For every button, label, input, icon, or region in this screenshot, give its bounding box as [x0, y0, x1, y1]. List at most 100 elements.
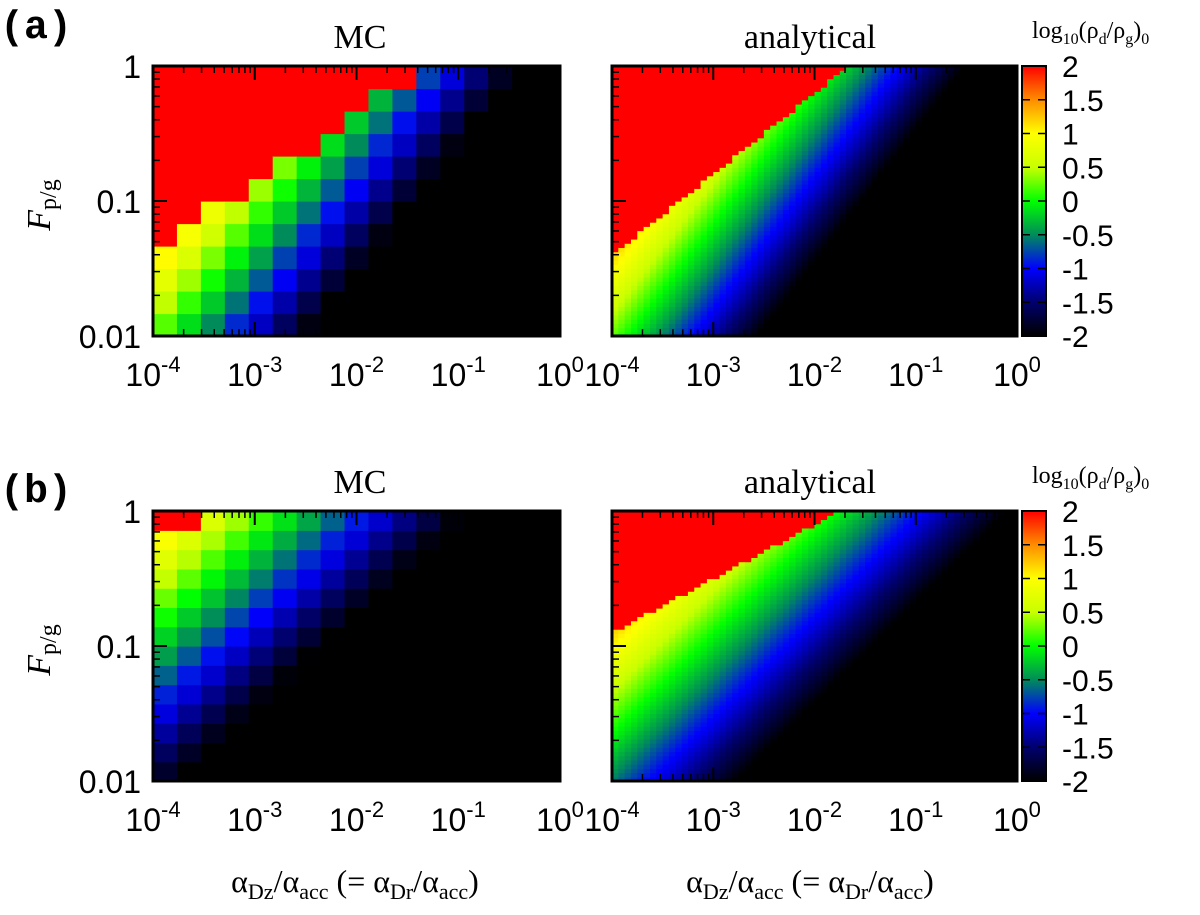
heatmap-cell: [770, 95, 778, 101]
heatmap-cell: [224, 568, 250, 589]
heatmap-cell: [896, 319, 904, 324]
heatmap-cell: [675, 331, 683, 337]
heatmap-cell: [966, 133, 974, 139]
heatmap-cell: [624, 91, 632, 97]
heatmap-cell: [719, 302, 727, 308]
heatmap-cell: [320, 291, 346, 315]
heatmap-cell: [839, 247, 847, 253]
heatmap-cell: [668, 158, 676, 164]
heatmap-cell: [858, 192, 866, 198]
heatmap-cell: [706, 154, 714, 160]
heatmap-cell: [827, 331, 835, 337]
heatmap-cell: [941, 319, 948, 324]
heatmap-cell: [700, 268, 708, 274]
heatmap-cell: [687, 230, 695, 236]
heatmap-cell: [960, 217, 967, 223]
heatmap-cell: [896, 298, 904, 303]
heatmap-cell: [871, 179, 879, 185]
heatmap-cell: [960, 95, 967, 101]
heatmap-cell: [700, 251, 708, 257]
heatmap-cell: [719, 234, 727, 240]
heatmap-cell: [694, 108, 702, 114]
heatmap-cell: [224, 156, 250, 180]
heatmap-cell: [732, 146, 740, 151]
heatmap-cell: [612, 586, 619, 592]
heatmap-cell: [839, 154, 847, 160]
heatmap-cell: [985, 255, 993, 261]
heatmap-cell: [536, 530, 561, 551]
heatmap-cell: [782, 327, 790, 333]
heatmap-cell: [953, 66, 961, 71]
heatmap-cell: [801, 129, 809, 135]
heatmap-cell: [681, 146, 689, 151]
heatmap-cell: [656, 99, 664, 105]
heatmap-cell: [972, 247, 980, 253]
heatmap-cell: [392, 156, 417, 180]
heatmap-cell: [960, 272, 967, 278]
heatmap-cell: [839, 243, 847, 249]
heatmap-cell: [732, 268, 740, 274]
heatmap-cell: [656, 243, 664, 249]
heatmap-cell: [630, 222, 638, 227]
heatmap-cell: [153, 684, 178, 705]
heatmap-cell: [630, 129, 638, 135]
heatmap-cell: [176, 549, 202, 570]
heatmap-cell: [991, 238, 999, 244]
heatmap-cell: [985, 137, 993, 143]
heatmap-cell: [713, 213, 721, 219]
heatmap-cell: [643, 188, 651, 194]
heatmap-cell: [941, 66, 948, 71]
heatmap-cell: [488, 665, 513, 686]
heatmap-cell: [713, 327, 721, 333]
heatmap-cell: [770, 310, 778, 316]
heatmap-cell: [795, 209, 803, 215]
heatmap-cell: [909, 78, 917, 84]
heatmap-cell: [536, 223, 561, 247]
heatmap-cell: [966, 201, 974, 206]
heatmap-cell: [928, 272, 936, 278]
heatmap-cell: [934, 310, 942, 316]
heatmap-cell: [744, 209, 752, 215]
heatmap-cell: [1004, 285, 1012, 291]
heatmap-cell: [744, 108, 752, 114]
heatmap-cell: [846, 226, 854, 232]
heatmap-cell: [801, 255, 809, 261]
heatmap-cell: [852, 327, 860, 333]
heatmap-cell: [681, 196, 689, 202]
heatmap-cell: [820, 87, 828, 92]
heatmap-cell: [934, 125, 942, 130]
heatmap-cell: [320, 223, 346, 247]
heatmap-cell: [643, 209, 651, 215]
heatmap-cell: [630, 268, 638, 274]
heatmap-cell: [934, 116, 942, 122]
heatmap-cell: [998, 158, 1005, 164]
heatmap-cell: [392, 761, 417, 782]
heatmap-cell: [795, 95, 803, 101]
heatmap-cell: [795, 150, 803, 156]
heatmap-cell: [808, 95, 816, 101]
heatmap-cell: [763, 302, 771, 308]
heatmap-cell: [488, 156, 513, 180]
heatmap-cell: [612, 158, 619, 164]
heatmap-cell: [928, 74, 936, 80]
heatmap-cell: [808, 150, 816, 156]
heatmap-cell: [998, 125, 1005, 130]
heatmap-cell: [738, 255, 746, 261]
heatmap-cell: [618, 217, 626, 223]
heatmap-cell: [612, 99, 619, 105]
heatmap-cell: [630, 141, 638, 147]
heatmap-cell: [985, 209, 993, 215]
heatmap-cell: [801, 175, 809, 181]
heatmap-cell: [820, 234, 828, 240]
heatmap-cell: [820, 158, 828, 164]
heatmap-cell: [488, 223, 513, 247]
heatmap-cell: [738, 78, 746, 84]
heatmap-cell: [871, 158, 879, 164]
heatmap-cell: [782, 146, 790, 151]
heatmap-cell: [985, 238, 993, 244]
heatmap-cell: [801, 120, 809, 126]
heatmap-cell: [662, 175, 670, 181]
heatmap-cell: [922, 255, 930, 261]
heatmap-cell: [814, 217, 822, 223]
